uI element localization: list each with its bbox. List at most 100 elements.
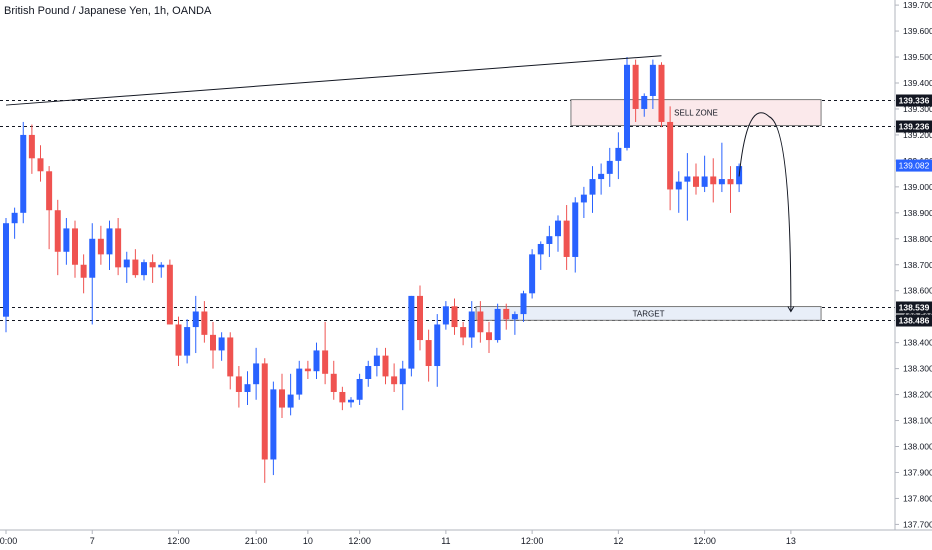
candle-body-down <box>149 262 156 268</box>
price-tick-label: 138.300 <box>903 364 932 374</box>
candle-body-up <box>598 173 605 180</box>
price-tick-label: 138.200 <box>903 390 932 400</box>
candle-body-up <box>287 394 294 408</box>
candle-body-up <box>20 134 27 213</box>
candle-body-up <box>399 368 406 385</box>
candle-body-up <box>106 228 113 255</box>
price-tick-label: 139.500 <box>903 52 932 62</box>
price-tick-label: 139.200 <box>903 130 932 140</box>
time-tick-label: 12:00 <box>521 536 544 546</box>
price-tick-label: 138.600 <box>903 286 932 296</box>
price-level-badge-label: 138.539 <box>899 303 930 313</box>
projection-arrow-head <box>787 306 795 313</box>
candle-body-up <box>270 389 277 460</box>
candle-body-down <box>425 340 432 367</box>
candle-body-up <box>218 337 225 351</box>
candle-body-down <box>37 158 44 172</box>
candle-body-up <box>572 202 579 257</box>
price-tick-label: 138.700 <box>903 260 932 270</box>
candle-body-up <box>494 308 501 341</box>
time-tick-label: 12 <box>613 536 623 546</box>
candle-body-up <box>675 181 682 190</box>
chart-title: British Pound / Japanese Yen, 1h, OANDA <box>4 5 212 17</box>
candle-body-down <box>28 134 35 159</box>
candle-body-up <box>555 220 561 237</box>
candle-body-down <box>667 121 674 190</box>
time-tick-label: 13 <box>786 536 796 546</box>
sell-zone-label: SELL ZONE <box>674 109 718 118</box>
candle-body-up <box>546 236 553 244</box>
price-level-badge <box>896 120 932 133</box>
time-tick-label: 00:00 <box>0 536 17 546</box>
candle-body-down <box>201 311 208 335</box>
candle-body-down <box>486 332 492 341</box>
drawings <box>5 55 795 313</box>
price-level-badge <box>896 94 932 107</box>
candle-body-up <box>123 259 130 268</box>
candle-body-up <box>158 264 165 268</box>
candle-body-down <box>460 327 467 338</box>
time-axis[interactable]: 00:00 7 12:00 21:00 10 12:00 11 12:00 12 12:00 13 <box>0 529 932 546</box>
candle-body-up <box>641 95 648 109</box>
candle-body-down <box>451 306 458 328</box>
candle-body-up <box>718 179 725 185</box>
candle-body-down <box>210 334 216 351</box>
price-level-badge-label: 139.336 <box>899 96 930 106</box>
target-label: TARGET <box>633 309 665 318</box>
trendline <box>5 55 662 106</box>
candle-body-down <box>632 64 639 109</box>
price-tick-label: 139.700 <box>903 0 932 10</box>
candle-body-down <box>261 363 268 460</box>
candle-body-down <box>175 324 182 356</box>
candle-body-up <box>89 238 96 278</box>
candle-body-down <box>227 337 234 377</box>
candle-body-up <box>529 254 536 294</box>
candle-body-up <box>511 314 518 320</box>
time-tick-label: 7 <box>90 536 95 546</box>
price-tick-label: 139.300 <box>903 104 932 114</box>
candle-body-up <box>684 176 691 182</box>
price-level-badge <box>896 301 932 314</box>
candle-body-up <box>701 176 708 187</box>
candle-body-down <box>46 171 53 211</box>
price-tick-label: 139.600 <box>903 26 932 36</box>
candle-body-down <box>72 228 78 265</box>
candle-body-down <box>382 355 389 377</box>
candle-body-down <box>54 210 61 252</box>
candle-body-up <box>296 368 303 395</box>
candle-body-up <box>356 378 363 400</box>
candle-body-up <box>589 179 596 195</box>
time-tick-label: 11 <box>441 536 450 546</box>
candle-body-up <box>244 384 251 392</box>
candle-body-up <box>63 228 70 252</box>
candle-body-down <box>477 311 484 333</box>
candle-body-up <box>624 64 630 148</box>
price-tick-label: 139.000 <box>903 182 932 192</box>
price-tick-label: 137.700 <box>903 519 932 529</box>
candle-body-down <box>322 350 329 374</box>
candle-body-up <box>184 327 191 356</box>
candle-body-up <box>373 355 380 367</box>
candle-body-down <box>710 176 717 185</box>
price-level-badge <box>896 314 932 327</box>
zones: SELL ZONE TARGET <box>475 99 822 321</box>
target-box <box>475 306 822 321</box>
price-tick-label: 138.100 <box>903 416 932 426</box>
candle-body-up <box>537 243 544 255</box>
candle-body-up <box>3 223 9 317</box>
candle-body-up <box>313 350 320 372</box>
candle-body-up <box>649 64 656 96</box>
time-tick-label: 12:00 <box>693 536 716 546</box>
time-tick-label: 10 <box>303 536 313 546</box>
candle-body-down <box>166 264 173 325</box>
candle-body-up <box>615 147 622 161</box>
candle-body-down <box>727 179 734 185</box>
price-tick-label: 138.000 <box>903 442 932 452</box>
price-tick-label: 137.900 <box>903 467 932 477</box>
price-axis[interactable]: 137.700 137.800 137.900 138.000 138.100 138.2… <box>894 0 932 530</box>
candle-body-down <box>115 228 122 268</box>
candle-body-up <box>348 399 354 403</box>
current-price-badge <box>896 159 932 172</box>
price-level-badge-label: 139.236 <box>899 122 930 132</box>
